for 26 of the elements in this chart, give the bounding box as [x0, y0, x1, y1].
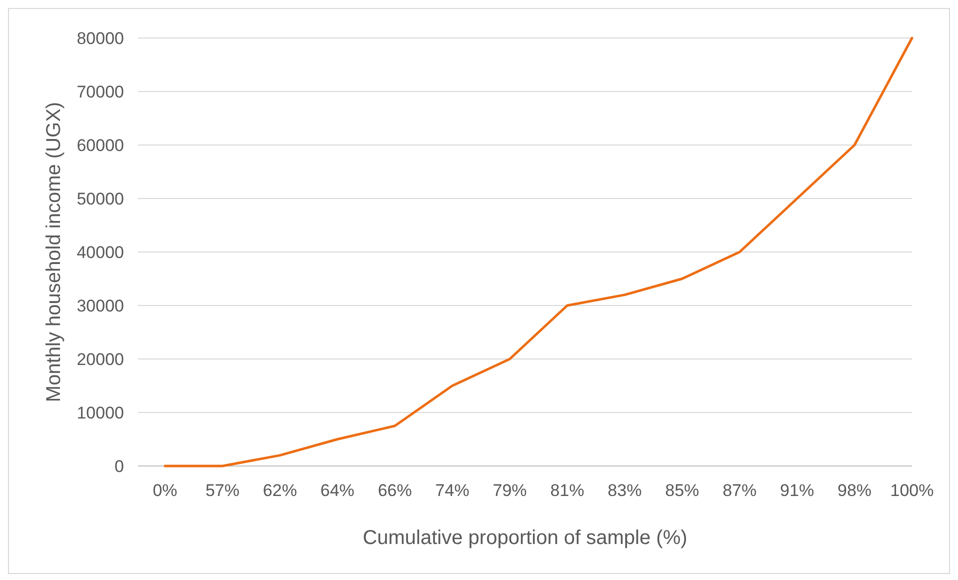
x-tick-label: 62% [262, 481, 297, 500]
x-tick-label: 0% [152, 481, 178, 500]
x-tick-label: 57% [205, 481, 240, 500]
x-tick-label: 100% [890, 481, 934, 500]
x-tick-label: 91% [780, 481, 814, 500]
line-series [164, 36, 914, 468]
y-axis-title: Monthly household income (UGX) [43, 102, 65, 402]
x-tick-label: 83% [608, 481, 642, 500]
x-tick-label: 98% [838, 481, 872, 500]
x-tick-label: 66% [378, 481, 412, 500]
y-tick-label: 40000 [76, 242, 124, 262]
x-tick-label: 87% [722, 481, 757, 500]
y-tick-label: 70000 [76, 82, 124, 102]
y-tick-label: 10000 [76, 403, 124, 422]
y-tick-label: 20000 [76, 350, 124, 369]
x-tick-label: 64% [320, 481, 354, 500]
x-axis-title: Cumulative proportion of sample (%) [362, 527, 688, 549]
x-tick-label: 85% [665, 481, 700, 500]
y-tick-label: 50000 [76, 189, 124, 208]
x-tick-label: 74% [435, 481, 470, 500]
y-tick-label: 0 [114, 456, 124, 476]
y-tick-label: 60000 [76, 136, 124, 155]
y-tick-label: 80000 [76, 28, 124, 48]
x-tick-label: 81% [550, 481, 584, 500]
x-tick-label: 79% [492, 481, 527, 500]
y-tick-label: 30000 [76, 296, 124, 316]
